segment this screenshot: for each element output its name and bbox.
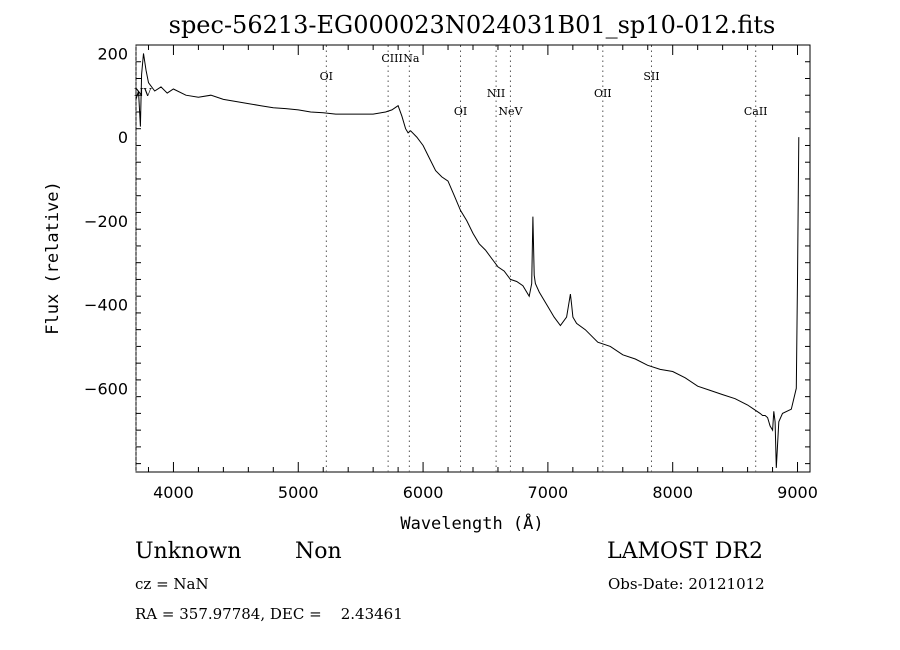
x-tick-label: 4000	[153, 483, 194, 502]
y-tick-label: 0	[118, 128, 128, 147]
line-label: Na	[403, 52, 420, 65]
y-tick-label: −200	[84, 212, 128, 231]
x-tick-label: 6000	[403, 483, 444, 502]
tick-labels: 4000 5000 6000 7000 8000 9000 200 0 −200 −400 −600	[84, 44, 818, 502]
plot-frame	[135, 44, 811, 473]
line-label: OII	[594, 87, 612, 100]
axis-ticks	[136, 44, 810, 472]
y-axis-label: Flux (relative)	[43, 181, 63, 335]
line-label: SII	[643, 70, 659, 83]
line-label: CaII	[744, 105, 768, 118]
line-label: NII	[487, 87, 505, 100]
x-tick-label: 7000	[528, 483, 569, 502]
coordinates: RA = 357.97784, DEC = 2.43461	[135, 605, 403, 623]
survey-name: LAMOST DR2	[607, 539, 763, 564]
line-label: CIII	[381, 52, 402, 65]
object-type: Unknown	[135, 539, 242, 564]
y-tick-label: 200	[97, 44, 128, 63]
object-subclass: Non	[295, 539, 342, 564]
line-label: NeV	[498, 105, 523, 118]
spectrum-line	[135, 53, 800, 468]
x-tick-label: 8000	[652, 483, 693, 502]
y-tick-label: −600	[84, 379, 128, 398]
line-label: OI	[320, 70, 333, 83]
line-label: OI	[454, 105, 467, 118]
x-tick-label: 5000	[278, 483, 319, 502]
x-tick-label: 9000	[777, 483, 818, 502]
x-axis-label: Wavelength (Å)	[400, 512, 543, 534]
obs-date: Obs-Date: 20121012	[608, 575, 765, 593]
redshift-cz: cz = NaN	[135, 575, 209, 593]
y-tick-label: −400	[84, 296, 128, 315]
chart-title: spec-56213-EG000023N024031B01_sp10-012.f…	[169, 11, 776, 39]
